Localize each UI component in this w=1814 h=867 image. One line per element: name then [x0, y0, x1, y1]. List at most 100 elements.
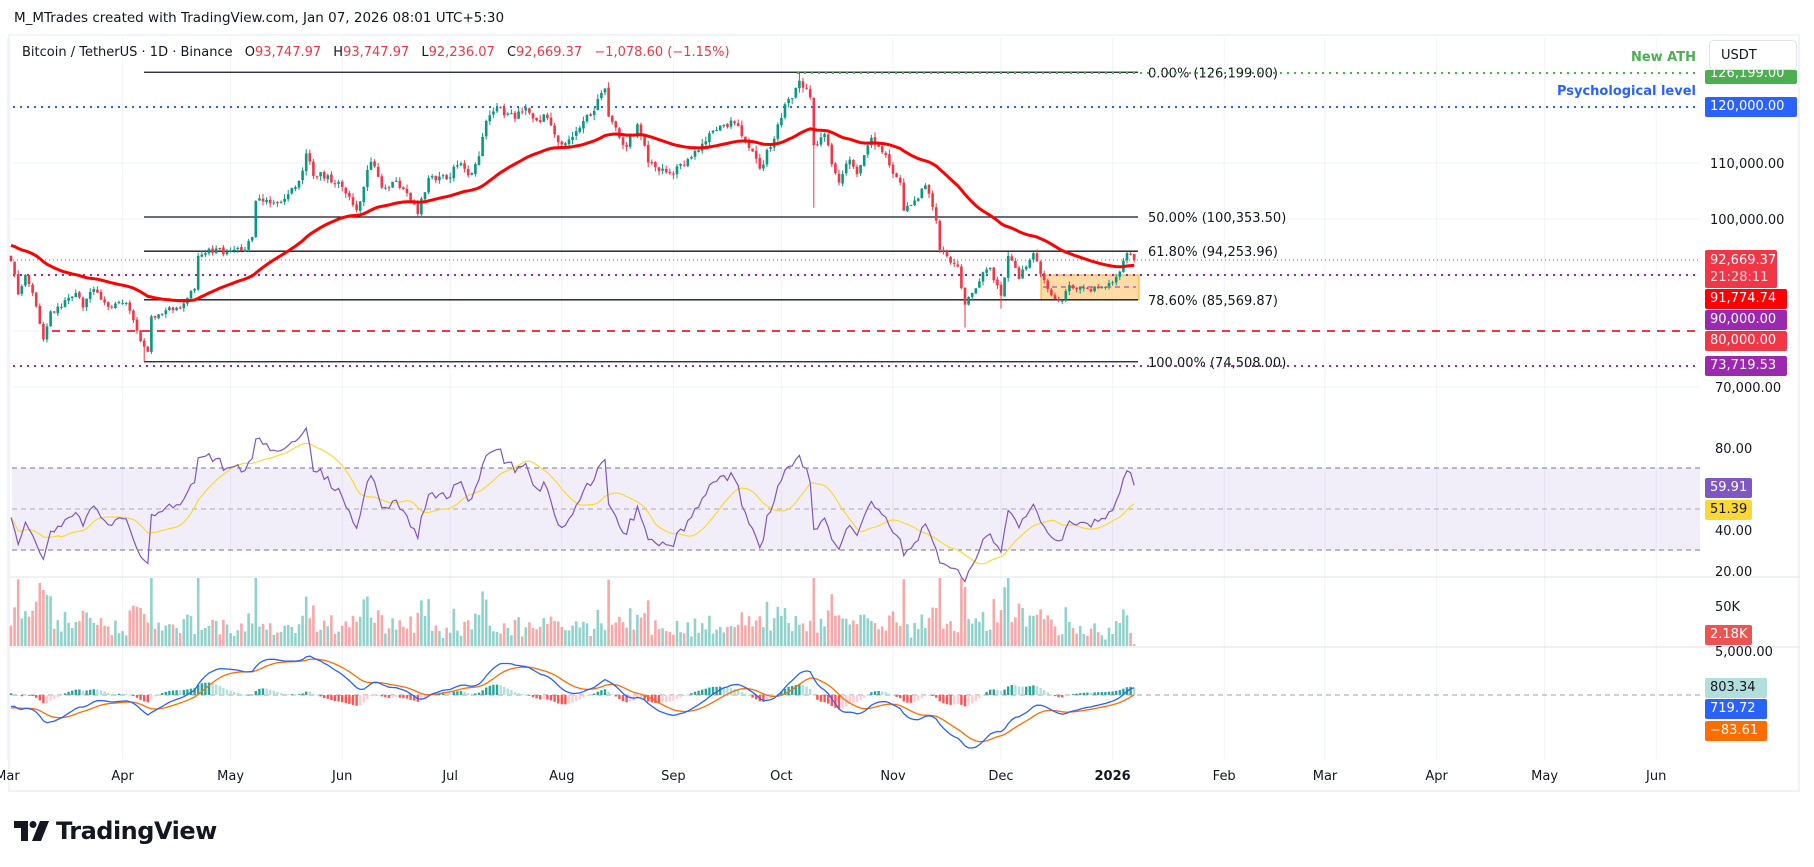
candle-body	[254, 201, 258, 237]
tradingview-logo[interactable]: TradingView	[14, 817, 217, 845]
candle-body	[913, 200, 916, 206]
currency-button[interactable]: USDT	[1709, 40, 1797, 70]
volume-bar	[801, 623, 805, 646]
candle-body	[934, 207, 938, 221]
candle-body	[297, 180, 301, 188]
macd-histogram-bar	[524, 694, 527, 696]
candle-body	[942, 250, 945, 252]
volume-bar	[189, 615, 193, 646]
volume-bar	[20, 618, 24, 646]
macd-histogram-bar	[179, 690, 182, 695]
time-tick: Jul	[441, 769, 458, 784]
macd-histogram-bar	[485, 687, 488, 695]
candle-body	[27, 275, 31, 285]
volume-bar	[758, 616, 762, 646]
candle-body	[844, 163, 848, 174]
candle-body	[193, 289, 196, 291]
candle-body	[441, 175, 445, 177]
volume-bar	[466, 620, 470, 646]
macd-histogram-bar	[373, 694, 376, 696]
volume-bar	[556, 621, 560, 646]
macd-histogram-bar	[499, 685, 502, 695]
volume-bar	[574, 621, 578, 646]
volume-bar	[355, 621, 358, 646]
macd-histogram-bar	[391, 695, 394, 698]
candle-body	[1003, 277, 1006, 297]
volume-pane	[9, 578, 1136, 646]
candle-body	[376, 166, 380, 177]
volume-bar	[380, 615, 384, 646]
macd-histogram-bar	[63, 693, 67, 695]
volume-bar	[128, 610, 132, 646]
volume-bar	[391, 618, 394, 646]
volume-bar	[60, 631, 63, 646]
macd-histogram-bar	[337, 695, 340, 702]
candle-body	[690, 157, 693, 159]
macd-histogram-bar	[186, 689, 189, 695]
volume-bar	[610, 624, 614, 646]
bar-countdown: 21:28:11	[1710, 270, 1769, 285]
volume-bar	[823, 626, 826, 646]
volume-bar	[236, 630, 240, 646]
candle-body	[517, 111, 520, 119]
time-axis: Mar Apr May Jun Jul Aug Sep Oct Nov Dec 2026 Feb Mar…	[0, 769, 1666, 784]
macd-histogram-bar	[866, 694, 869, 696]
candle-body	[924, 185, 927, 190]
volume-bar	[873, 623, 877, 646]
candle-body	[294, 187, 297, 189]
candle-body	[474, 164, 477, 174]
macd-histogram-bar	[557, 695, 560, 704]
symbol-legend: Bitcoin / TetherUS · 1D · Binance O93,74…	[22, 45, 738, 60]
volume-bar	[463, 621, 466, 646]
volume-bar	[542, 618, 546, 646]
macd-histogram-bar	[290, 694, 293, 696]
candle-body	[571, 136, 574, 141]
volume-bar	[646, 600, 650, 646]
volume-bar	[74, 622, 78, 646]
psych-price-tag: 120,000.00	[1705, 97, 1797, 117]
volume-bar	[398, 620, 402, 646]
volume-bar	[92, 623, 96, 646]
macd-histogram-bar	[751, 695, 754, 698]
candle-body	[1118, 271, 1122, 277]
volume-bar	[794, 615, 798, 646]
volume-bar	[214, 620, 218, 646]
volume-bar	[340, 625, 344, 646]
macd-histogram-bar	[409, 695, 412, 700]
candle-body	[1100, 286, 1104, 288]
volume-bar	[1032, 615, 1035, 646]
macd-histogram-bar	[755, 695, 758, 700]
candle-body	[816, 144, 819, 146]
candle-body	[459, 163, 463, 166]
candle-body	[625, 144, 628, 147]
macd-histogram-bar	[114, 693, 117, 695]
candle-body	[931, 193, 934, 207]
macd-histogram-bar	[888, 693, 891, 695]
candle-body	[726, 123, 729, 127]
volume-bar	[110, 635, 114, 646]
candle-body	[78, 292, 81, 298]
candle-body	[463, 163, 466, 169]
volume-bar	[798, 624, 801, 646]
macd-histogram-bar	[1032, 685, 1035, 695]
volume-bar	[891, 611, 895, 646]
volume-bar	[848, 624, 852, 646]
candle-body	[812, 97, 816, 146]
volume-bar	[596, 609, 600, 646]
volume-bar	[592, 628, 596, 646]
volume-bar	[754, 620, 758, 646]
macd-signal-tag: −83.61	[1705, 721, 1767, 741]
volume-bar	[423, 615, 427, 646]
volume-bar	[114, 620, 117, 646]
macd-histogram-bar	[398, 695, 401, 698]
macd-histogram-bar	[60, 695, 63, 696]
candle-body	[351, 197, 355, 205]
symbol-name[interactable]: Bitcoin / TetherUS · 1D · Binance	[22, 45, 233, 60]
macd-histogram-bar	[20, 695, 23, 697]
macd-histogram-bar	[679, 695, 682, 698]
volume-bar	[567, 630, 571, 646]
candle-body	[852, 159, 855, 167]
volume-bar	[477, 614, 481, 646]
macd-histogram-bar	[711, 686, 715, 695]
